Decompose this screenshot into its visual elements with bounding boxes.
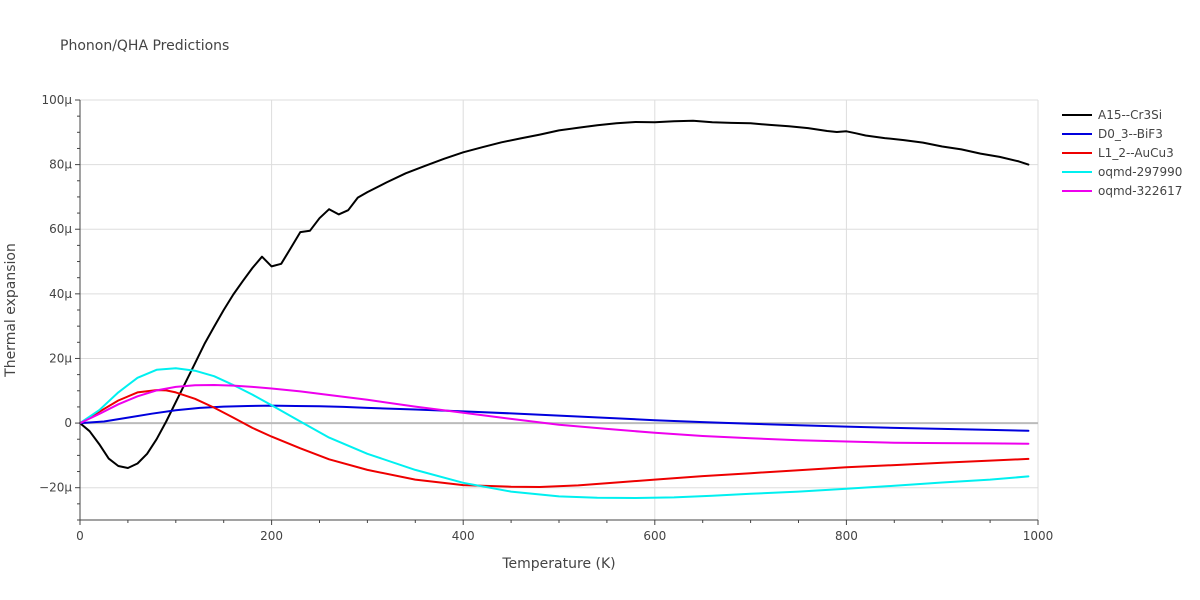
y-axis-title: Thermal expansion [3,243,19,378]
y-tick-label: 60μ [49,222,72,236]
x-tick-label: 0 [76,529,84,543]
legend-label: D0_3--BiF3 [1098,127,1163,141]
legend: A15--Cr3Si D0_3--BiF3 L1_2--AuCu3 oqmd-2979… [1062,108,1182,198]
legend-label: L1_2--AuCu3 [1098,146,1174,160]
plot-area [79,119,1030,499]
legend-label: oqmd-297990 [1098,165,1182,179]
legend-item[interactable]: D0_3--BiF3 [1062,127,1163,141]
x-tick-label: 600 [643,529,666,543]
chart-title: Phonon/QHA Predictions [60,38,229,54]
series-line-oqmd-322617 [79,384,1030,445]
series-line-A15--Cr3Si [79,119,1030,469]
y-tick-label: 100μ [41,93,72,107]
x-tick-label: 800 [835,529,858,543]
legend-item[interactable]: oqmd-297990 [1062,165,1182,179]
axes: 0 200 400 600 800 1000 −20μ 0 20μ 40μ 60μ 80μ 100μ [39,93,1053,543]
legend-item[interactable]: oqmd-322617 [1062,184,1182,198]
legend-item[interactable]: L1_2--AuCu3 [1062,146,1174,160]
x-tick-label: 400 [452,529,475,543]
y-tick-label: −20μ [39,481,72,495]
series-line-oqmd-297990 [79,367,1030,499]
series-line-L1_2--AuCu3 [79,389,1030,488]
legend-label: A15--Cr3Si [1098,108,1162,122]
y-tick-label: 80μ [49,158,72,172]
grid [80,99,1039,520]
y-tick-label: 40μ [49,287,72,301]
y-tick-label: 20μ [49,351,72,365]
x-axis-title: Temperature (K) [501,556,615,572]
series-line-D0_3--BiF3 [79,404,1030,432]
x-tick-label: 200 [260,529,283,543]
y-tick-label: 0 [64,416,72,430]
legend-label: oqmd-322617 [1098,184,1182,198]
x-tick-label: 1000 [1023,529,1054,543]
legend-item[interactable]: A15--Cr3Si [1062,108,1162,122]
